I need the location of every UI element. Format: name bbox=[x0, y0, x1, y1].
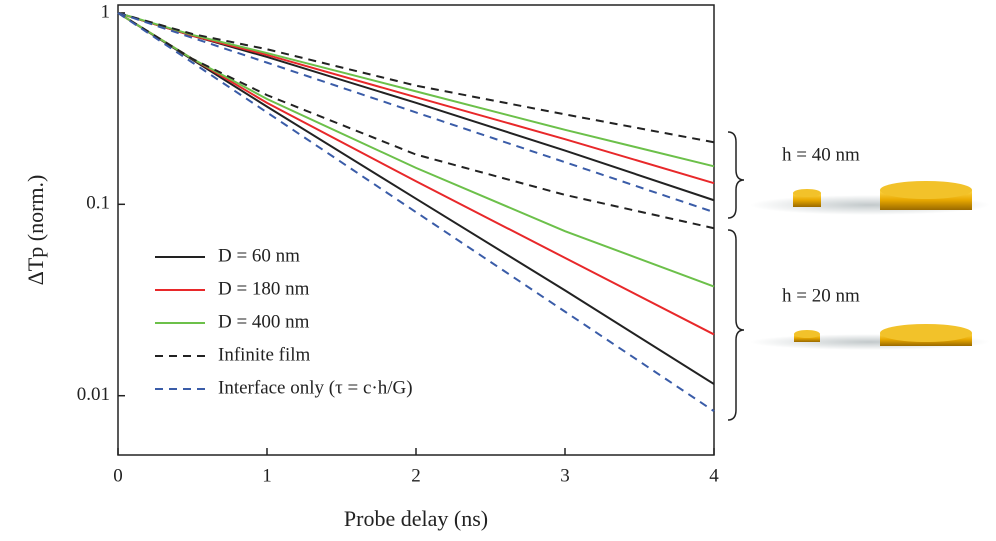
series-line bbox=[117, 11, 715, 168]
y-axis-title: ΔTp (norm.) bbox=[23, 175, 48, 286]
plot-frame bbox=[117, 4, 715, 456]
series-line bbox=[117, 11, 715, 214]
series-line bbox=[117, 12, 715, 413]
series-line bbox=[117, 11, 715, 144]
legend-label: Infinite film bbox=[218, 344, 311, 365]
x-tick-label: 2 bbox=[411, 465, 421, 486]
legend-label: Interface only (τ = c·h/G) bbox=[218, 377, 413, 398]
x-axis-title: Probe delay (ns) bbox=[344, 506, 488, 531]
legend-label: D = 180 nm bbox=[218, 278, 310, 299]
series-line bbox=[117, 12, 715, 288]
series-line bbox=[117, 12, 715, 230]
annotation: h = 40 nm bbox=[782, 144, 860, 165]
legend-label: D = 400 nm bbox=[218, 311, 310, 332]
brace bbox=[727, 229, 745, 421]
y-tick-label: 0.01 bbox=[77, 384, 110, 405]
x-tick-label: 3 bbox=[560, 465, 570, 486]
brace bbox=[727, 131, 745, 219]
series-line bbox=[117, 11, 715, 202]
disk-illustrations bbox=[750, 181, 990, 350]
legend-label: D = 60 nm bbox=[218, 245, 300, 266]
y-tick-label: 1 bbox=[101, 1, 111, 22]
x-tick-label: 4 bbox=[709, 465, 719, 486]
annotation: h = 20 nm bbox=[782, 285, 860, 306]
y-tick-label: 0.1 bbox=[86, 193, 110, 214]
x-tick-label: 1 bbox=[262, 465, 272, 486]
x-tick-label: 0 bbox=[113, 465, 123, 486]
series-line bbox=[117, 12, 715, 336]
